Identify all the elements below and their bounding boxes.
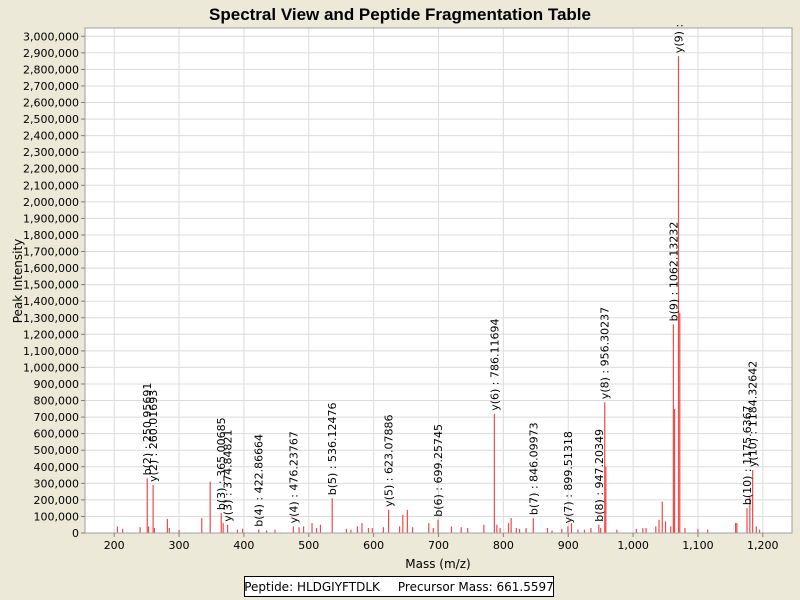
peptide-sequence: HLDGIYFTDLK xyxy=(296,579,380,594)
x-tick-label: 1,200 xyxy=(747,539,779,552)
y-tick-label: 1,100,000 xyxy=(23,345,79,358)
chart-title: Spectral View and Peptide Fragmentation … xyxy=(209,5,591,24)
y-tick-label: 2,500,000 xyxy=(23,113,79,126)
grid-lines xyxy=(85,28,792,534)
y-tick-labels: 0 100,000 200,000 300,000 400,000 500,000 600,… xyxy=(23,30,79,540)
fragment-label: b(4) : 422.86664 xyxy=(253,434,266,527)
precursor-label: Precursor Mass: xyxy=(397,579,493,594)
x-tick-label: 200 xyxy=(104,539,125,552)
y-tick-label: 200,000 xyxy=(34,494,80,507)
y-tick-label: 2,800,000 xyxy=(23,63,79,76)
y-tick-label: 1,900,000 xyxy=(23,212,79,225)
fragment-label: b(8) : 947.20349 xyxy=(593,429,606,522)
y-tick-label: 0 xyxy=(72,527,79,540)
fragment-label: b(6) : 699.25745 xyxy=(432,424,445,517)
x-tick-label: 900 xyxy=(558,539,579,552)
x-tick-labels: 200 300 400 500 600 700 800 900 1,000 1,100 1,200 xyxy=(104,539,779,552)
y-tick-label: 800,000 xyxy=(34,395,80,408)
y-tick-label: 500,000 xyxy=(34,444,80,457)
x-tick-label: 1,000 xyxy=(617,539,649,552)
fragment-label: y(5) : 623.07886 xyxy=(383,415,396,507)
fragment-label: y(8) : 956.30237 xyxy=(599,307,612,399)
y-tick-label: 1,800,000 xyxy=(23,229,79,242)
y-tick-label: 400,000 xyxy=(34,461,80,474)
fragment-label: b(3) : 365.00685 xyxy=(215,417,228,510)
x-tick-label: 600 xyxy=(363,539,384,552)
fragment-label: y(2) : 260.01693 xyxy=(147,390,160,482)
fragment-label: y(3) : 374.84821 xyxy=(222,429,235,521)
y-tick-label: 2,700,000 xyxy=(23,80,79,93)
y-tick-label: 2,100,000 xyxy=(23,179,79,192)
y-tick-label: 300,000 xyxy=(34,477,80,490)
y-tick-label: 2,600,000 xyxy=(23,97,79,110)
axes xyxy=(81,27,793,537)
x-tick-label: 500 xyxy=(298,539,319,552)
x-tick-label: 700 xyxy=(428,539,449,552)
y-tick-label: 2,200,000 xyxy=(23,163,79,176)
x-tick-label: 1,100 xyxy=(682,539,714,552)
y-tick-label: 1,000,000 xyxy=(23,361,79,374)
peptide-info-box: Peptide: HLDGIYFTDLK Precursor Mass: 661… xyxy=(244,576,554,597)
peptide-label: Peptide: xyxy=(244,579,294,594)
y-tick-label: 600,000 xyxy=(34,428,80,441)
peak-series xyxy=(116,56,761,533)
fragment-label: b(5) : 536.12476 xyxy=(326,402,339,495)
y-tick-label: 700,000 xyxy=(34,411,80,424)
y-tick-label: 3,000,000 xyxy=(23,30,79,43)
fragment-label: b(9) : 1062.13232 xyxy=(667,222,680,322)
y-tick-label: 900,000 xyxy=(34,378,80,391)
fragment-label: y(10) : 1184.32642 xyxy=(747,361,760,467)
x-axis-title: Mass (m/z) xyxy=(405,557,470,571)
fragment-label: y(6) : 786.11694 xyxy=(488,319,501,411)
y-tick-label: 2,900,000 xyxy=(23,47,79,60)
fragment-label: b(7) : 846.09973 xyxy=(527,422,540,515)
fragment-label: b(2) : 250.95691 xyxy=(141,383,154,476)
y-axis-title: Peak Intensity xyxy=(11,239,25,324)
precursor-info: Precursor Mass: 661.5597 xyxy=(398,580,554,594)
y-tick-label: 1,200,000 xyxy=(23,328,79,341)
y-tick-label: 1,600,000 xyxy=(23,262,79,275)
x-tick-label: 800 xyxy=(493,539,514,552)
x-tick-label: 300 xyxy=(169,539,190,552)
y-tick-label: 2,400,000 xyxy=(23,130,79,143)
x-tick-label: 400 xyxy=(233,539,254,552)
peptide-info: Peptide: HLDGIYFTDLK xyxy=(244,580,380,594)
fragment-label: y(7) : 899.51318 xyxy=(562,431,575,523)
y-tick-label: 1,500,000 xyxy=(23,279,79,292)
y-tick-label: 1,400,000 xyxy=(23,295,79,308)
fragment-label: y(9) : xyxy=(673,24,686,53)
y-tick-label: 1,700,000 xyxy=(23,246,79,259)
fragment-label: y(4) : 476.23767 xyxy=(287,431,300,523)
y-tick-label: 1,300,000 xyxy=(23,312,79,325)
precursor-mass: 661.5597 xyxy=(496,579,554,594)
y-tick-label: 2,000,000 xyxy=(23,196,79,209)
fragment-label: b(10) : 1175.6367 xyxy=(741,405,754,505)
y-tick-label: 100,000 xyxy=(34,510,80,523)
y-tick-label: 2,300,000 xyxy=(23,146,79,159)
